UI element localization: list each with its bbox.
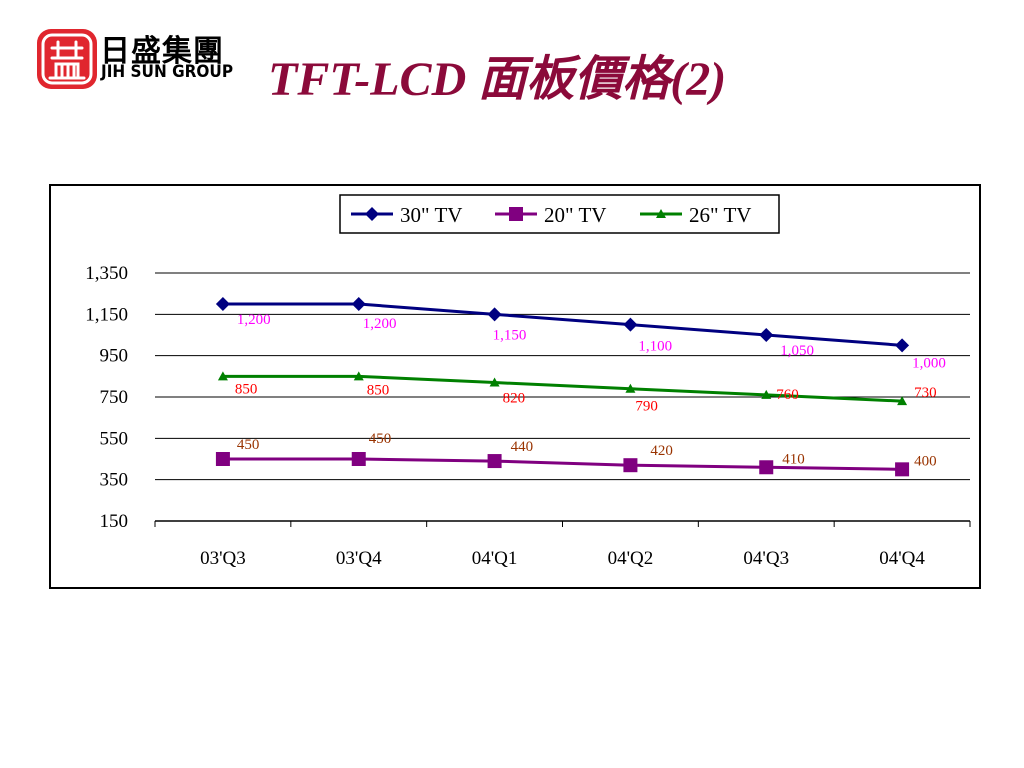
data-point-triangle [217,371,228,381]
data-point-triangle [897,396,908,406]
legend-label: 26" TV [689,203,751,227]
x-tick-label: 04'Q3 [743,548,789,569]
data-label: 1,150 [493,327,527,343]
data-label: 1,100 [638,339,672,355]
series-line [222,374,903,403]
data-label: 450 [237,437,260,453]
data-point-diamond [351,297,366,311]
data-point-triangle [353,371,364,381]
legend-box [339,194,780,234]
data-label: 1,050 [780,343,814,359]
y-tick-label: 1,150 [85,304,128,325]
data-label: 440 [511,439,534,455]
data-point-square [351,452,366,466]
data-point-diamond [365,207,379,221]
series-line [222,457,903,471]
data-point-triangle [625,383,636,393]
data-label: 410 [782,451,805,467]
data-point-triangle [489,377,500,387]
data-label: 1,200 [237,312,271,328]
axis-layer: 150 350 550 750 950 1,150 1,350 03'Q3 03'Q4 04'Q1… [85,263,971,569]
data-point-diamond [895,338,910,353]
data-label: 1,200 [363,316,397,332]
x-tick-label: 03'Q3 [200,548,246,569]
data-label: 420 [650,443,673,459]
x-tick-label: 04'Q2 [608,548,654,569]
data-point-square [215,452,230,466]
data-point-triangle [656,209,666,218]
y-tick-label: 150 [100,511,129,532]
y-tick-label: 350 [100,470,129,491]
line-chart: 30" TV 20" TV 26" TV 1503505507509501,1501… [85,194,971,569]
data-label: 820 [503,391,526,407]
data-label: 790 [635,399,658,415]
data-point-square [623,458,638,473]
data-point-diamond [623,317,638,332]
legend-label: 30" TV [400,203,462,227]
logo-seal-icon [37,29,97,89]
data-label: 850 [235,381,258,397]
data-label: 450 [369,431,392,447]
data-label: 850 [367,382,390,398]
data-label: 1,000 [912,355,946,371]
logo-text-chinese: 日盛集團 [100,34,224,69]
legend-label: 20" TV [544,203,606,227]
y-tick-label: 750 [100,387,129,408]
data-point-diamond [759,328,774,342]
x-tick-label: 04'Q1 [472,548,518,569]
data-point-triangle [761,389,772,399]
y-tick-label: 550 [100,428,129,449]
data-label-layer: 1,200 1,200 1,150 1,100 1,050 1,000 450 450 440 4… [235,312,946,469]
chart-area: 30" TV 20" TV 26" TV 150 350 550 750 950 1,150 1… [49,184,981,589]
y-tick-label: 950 [100,346,129,367]
data-point-square [895,462,910,477]
data-label: 760 [776,387,799,403]
page-title: TFT-LCD 面板價格(2) [268,53,727,106]
company-logo [36,28,258,90]
data-label: 730 [914,385,937,401]
data-point-square [487,454,502,469]
data-point-diamond [487,307,502,322]
data-point-square [509,207,523,221]
data-point-diamond [215,297,230,311]
series-line [222,302,903,347]
x-tick-label: 03'Q4 [336,548,382,569]
x-tick-label: 04'Q4 [879,548,925,569]
logo-text-english: JIH SUN GROUP [101,62,234,82]
data-point-square [759,460,774,475]
data-label: 400 [914,453,937,469]
chart-legend: 30" TV 20" TV 26" TV [339,194,780,234]
series-layer [215,297,910,477]
y-tick-label: 1,350 [85,263,128,284]
